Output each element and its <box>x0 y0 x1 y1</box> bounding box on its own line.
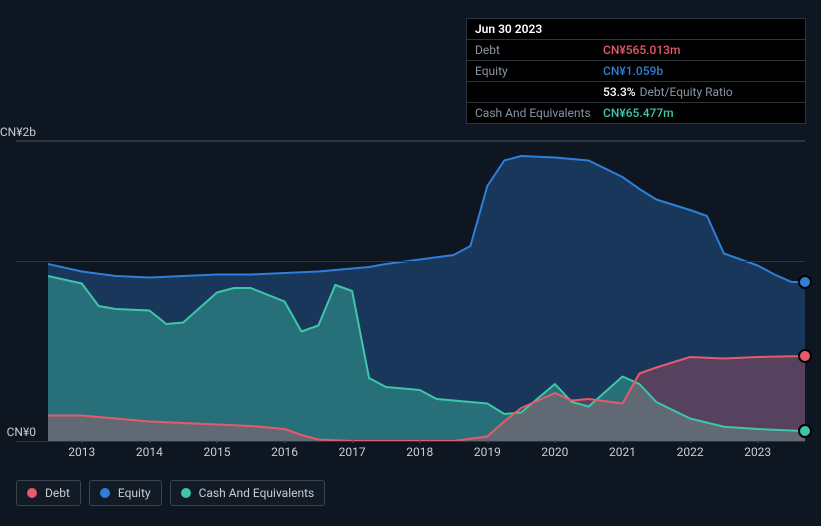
y-axis-label-max: CN¥2b <box>0 125 36 139</box>
series-end-marker-cash <box>798 424 812 438</box>
x-axis-tick: 2020 <box>541 445 568 459</box>
legend-swatch <box>181 488 191 498</box>
x-axis-tick: 2021 <box>609 445 636 459</box>
x-axis-tick: 2016 <box>271 445 298 459</box>
tooltip-verbose: Debt/Equity Ratio <box>640 85 733 99</box>
legend-label: Equity <box>118 486 151 500</box>
gridline <box>16 141 805 142</box>
tooltip-value: CN¥1.059b <box>603 64 663 78</box>
tooltip-date-row: Jun 30 2023 <box>467 19 805 40</box>
tooltip-value: CN¥65.477m <box>603 106 674 120</box>
legend-item-cash[interactable]: Cash And Equivalents <box>170 480 326 506</box>
legend-swatch <box>27 488 37 498</box>
chart-area[interactable]: 2013201420152016201720182019202020212022… <box>16 140 805 441</box>
legend: Debt Equity Cash And Equivalents <box>16 480 325 506</box>
tooltip-row-cash: Cash And Equivalents CN¥65.477m <box>467 103 805 123</box>
tooltip-row-ratio: 53.3% Debt/Equity Ratio <box>467 82 805 103</box>
y-axis-label-min: CN¥0 <box>7 425 36 439</box>
x-axis-tick: 2022 <box>677 445 704 459</box>
tooltip-value: 53.3% <box>603 85 636 99</box>
legend-item-debt[interactable]: Debt <box>16 480 81 506</box>
x-axis-tick: 2023 <box>744 445 771 459</box>
tooltip-value: CN¥565.013m <box>603 43 680 57</box>
x-axis-tick: 2018 <box>406 445 433 459</box>
x-axis-tick: 2015 <box>203 445 230 459</box>
tooltip-panel: Jun 30 2023 Debt CN¥565.013m Equity CN¥1… <box>466 18 806 124</box>
series-end-marker-debt <box>798 349 812 363</box>
tooltip-row-equity: Equity CN¥1.059b <box>467 61 805 82</box>
x-axis-tick: 2017 <box>339 445 366 459</box>
tooltip-row-debt: Debt CN¥565.013m <box>467 40 805 61</box>
tooltip-label: Cash And Equivalents <box>475 106 603 120</box>
chart-plot <box>48 141 805 441</box>
legend-swatch <box>100 488 110 498</box>
legend-item-equity[interactable]: Equity <box>89 480 162 506</box>
series-end-marker-equity <box>798 275 812 289</box>
tooltip-label <box>475 85 603 99</box>
legend-label: Debt <box>45 486 70 500</box>
gridline <box>16 261 805 262</box>
chart-svg <box>48 141 805 441</box>
legend-label: Cash And Equivalents <box>199 486 315 500</box>
x-axis-tick: 2013 <box>68 445 95 459</box>
tooltip-date: Jun 30 2023 <box>475 22 542 36</box>
gridline <box>16 441 805 442</box>
x-axis-tick: 2019 <box>474 445 501 459</box>
x-axis-tick: 2014 <box>136 445 163 459</box>
tooltip-label: Debt <box>475 43 603 57</box>
tooltip-label: Equity <box>475 64 603 78</box>
